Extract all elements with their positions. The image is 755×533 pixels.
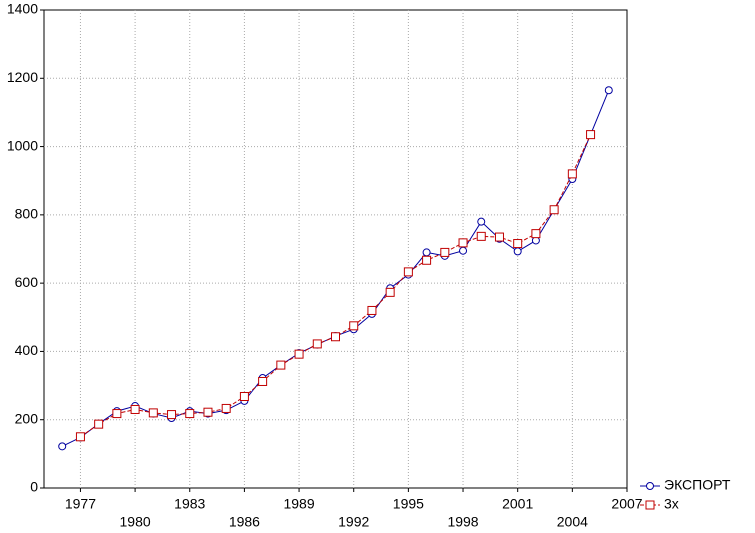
point: [403, 267, 413, 277]
point: [586, 130, 596, 140]
point: [459, 246, 468, 255]
point: [331, 332, 340, 342]
point: [130, 404, 140, 414]
point: [203, 407, 213, 417]
y-tick-label: 600: [15, 274, 39, 290]
point: [477, 217, 486, 226]
point: [513, 247, 522, 256]
point: [458, 238, 468, 248]
x-tick-label: 1977: [65, 496, 96, 512]
point: [312, 339, 322, 349]
legend-label: ЭКСПОРТ: [664, 477, 731, 493]
point: [221, 403, 231, 413]
point: [385, 287, 395, 297]
legend-marker: [645, 500, 655, 510]
point: [349, 321, 359, 331]
x-tick-label: 1986: [229, 514, 260, 530]
x-tick-label: 1995: [393, 496, 424, 512]
point: [112, 409, 122, 419]
x-tick-label: 1992: [338, 514, 369, 530]
point: [513, 239, 523, 249]
y-tick-label: 1000: [7, 137, 38, 153]
x-tick-label: 1980: [120, 514, 151, 530]
point: [75, 432, 85, 442]
point: [367, 305, 377, 315]
legend-marker: [646, 482, 654, 490]
y-tick-label: 1400: [7, 1, 38, 17]
point: [440, 247, 450, 257]
point: [239, 391, 249, 401]
point: [58, 442, 67, 451]
x-tick-label: 1989: [283, 496, 314, 512]
x-tick-label: 2001: [502, 496, 533, 512]
y-tick-label: 1200: [7, 69, 38, 85]
x-tick-label: 1998: [447, 514, 478, 530]
point: [604, 86, 613, 95]
point: [148, 408, 158, 418]
point: [476, 231, 486, 241]
y-tick-label: 800: [15, 206, 39, 222]
legend-label: 3х: [664, 496, 679, 512]
point: [531, 229, 541, 239]
point: [167, 410, 177, 420]
point: [567, 169, 577, 179]
y-tick-label: 200: [15, 410, 39, 426]
point: [422, 255, 432, 265]
point: [494, 232, 504, 242]
point: [94, 419, 104, 429]
y-tick-label: 0: [30, 479, 38, 495]
point: [549, 205, 559, 215]
x-tick-label: 1983: [174, 496, 205, 512]
point: [294, 349, 304, 359]
x-tick-label: 2004: [557, 514, 588, 530]
point: [276, 360, 286, 370]
point: [258, 376, 268, 386]
y-tick-label: 400: [15, 342, 39, 358]
point: [422, 248, 431, 257]
point: [185, 409, 195, 419]
plot-frame: [43, 9, 628, 489]
x-tick-label: 2007: [611, 496, 642, 512]
